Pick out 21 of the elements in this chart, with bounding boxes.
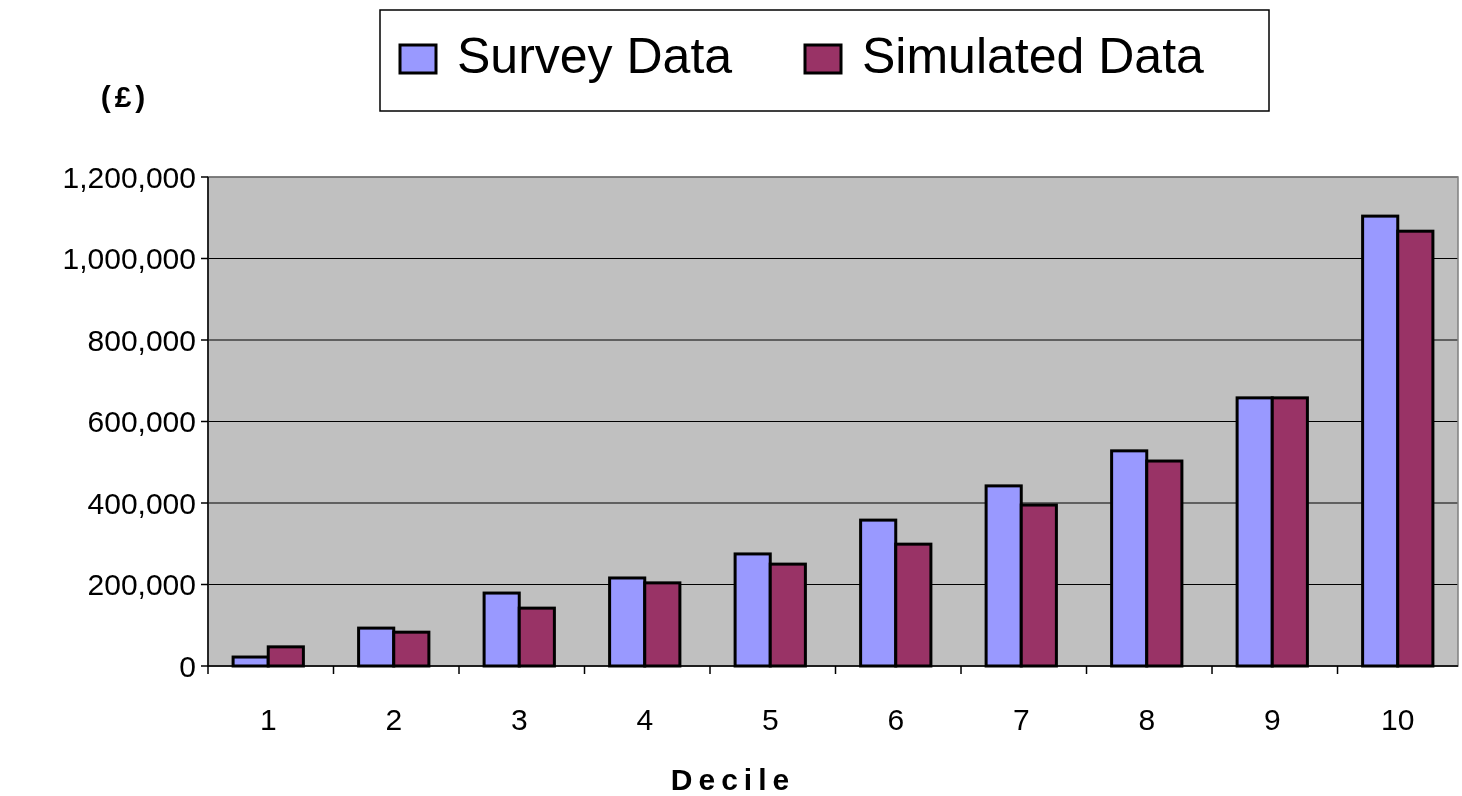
x-tick-label: 6	[887, 703, 905, 736]
y-tick-label: 800,000	[87, 323, 196, 357]
x-tick-label: 7	[1012, 703, 1030, 736]
y-tick-label: 200,000	[87, 568, 196, 601]
x-tick-label: 4	[636, 703, 654, 736]
legend-label: Survey Data	[457, 28, 733, 84]
legend-label: Simulated Data	[862, 28, 1205, 84]
x-tick-label: 1	[259, 703, 277, 736]
x-tick-label: 10	[1381, 703, 1415, 736]
x-axis-title: Decile	[670, 763, 796, 796]
x-tick-label: 2	[385, 703, 403, 736]
y-tick-label: 0	[179, 649, 196, 683]
y-axis-title: (£)	[100, 80, 150, 113]
x-tick-label: 8	[1138, 703, 1156, 736]
y-tick-label: 400,000	[87, 486, 196, 520]
x-tick-label: 3	[510, 703, 528, 736]
y-tick-label: 1,200,000	[62, 160, 196, 194]
y-tick-label: 1,000,000	[62, 242, 196, 275]
y-tick-label: 600,000	[87, 405, 196, 438]
x-tick-label: 5	[761, 703, 779, 736]
x-tick-label: 9	[1263, 703, 1281, 736]
